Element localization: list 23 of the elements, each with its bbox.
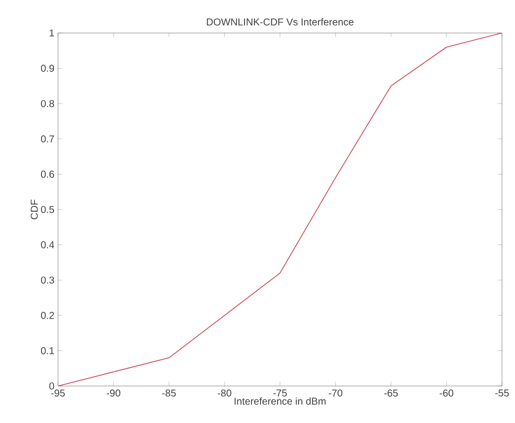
chart-title: DOWNLINK-CDF Vs Interference	[206, 18, 354, 26]
x-axis-title: Intereference in dBm	[234, 397, 326, 405]
y-tick-label: 0.5	[41, 206, 54, 214]
y-tick-label: 0.2	[41, 312, 54, 319]
y-tick-label: 0.3	[41, 276, 54, 284]
y-tick-label: 1	[50, 30, 54, 36]
y-axis-title: CDF	[30, 200, 38, 220]
x-tick-label: -70	[328, 390, 342, 397]
x-tick-label: -65	[384, 390, 398, 397]
x-tick-label: -95	[51, 390, 65, 397]
y-tick-label: 0	[49, 382, 54, 390]
y-tick-label: 0.9	[41, 64, 54, 72]
x-tick-label: -85	[162, 390, 176, 397]
y-tick-label: 0.4	[41, 241, 54, 248]
x-tick-label: -60	[440, 390, 454, 397]
x-tick-label: -55	[495, 390, 509, 396]
x-tick-label: -90	[106, 390, 120, 397]
x-tick-label: -75	[273, 390, 287, 396]
y-tick-label: 0.8	[41, 100, 54, 108]
y-tick-label: 0.7	[41, 135, 54, 142]
x-tick-label: -80	[218, 390, 232, 397]
y-tick-label: 0.6	[41, 170, 54, 178]
y-tick-label: 0.1	[41, 347, 54, 354]
